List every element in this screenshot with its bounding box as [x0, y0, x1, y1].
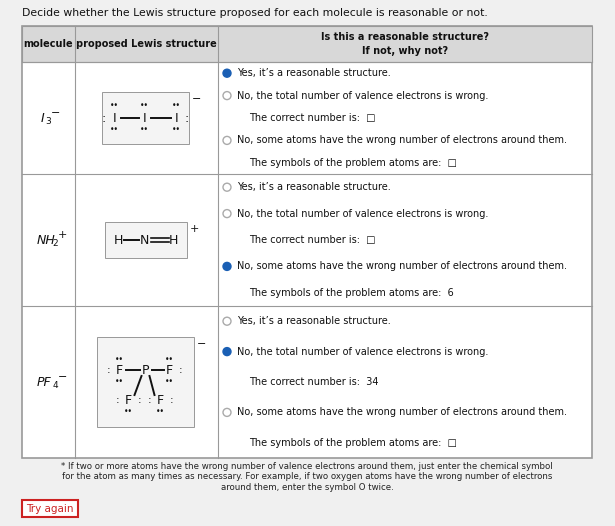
Text: −: −: [197, 339, 206, 349]
Text: :: :: [179, 365, 182, 375]
Text: Yes, it’s a reasonable structure.: Yes, it’s a reasonable structure.: [237, 68, 391, 78]
Text: :: :: [184, 112, 189, 125]
Text: ••: ••: [110, 126, 119, 135]
Text: ••: ••: [165, 355, 174, 363]
Text: F: F: [157, 393, 164, 407]
Text: Yes, it’s a reasonable structure.: Yes, it’s a reasonable structure.: [237, 182, 391, 192]
Text: ••: ••: [165, 377, 174, 386]
Text: −: −: [191, 94, 201, 104]
Text: I: I: [41, 112, 44, 125]
Text: :: :: [106, 365, 110, 375]
Text: N: N: [140, 234, 149, 247]
Text: ••: ••: [156, 408, 165, 417]
Text: No, the total number of valence electrons is wrong.: No, the total number of valence electron…: [237, 90, 488, 100]
Text: * If two or more atoms have the wrong number of valence electrons around them, j: * If two or more atoms have the wrong nu…: [61, 462, 553, 492]
Bar: [101, 92, 189, 144]
Text: No, some atoms have the wrong number of electrons around them.: No, some atoms have the wrong number of …: [237, 408, 567, 418]
Text: F: F: [125, 393, 132, 407]
Text: ••: ••: [110, 102, 119, 110]
Text: No, the total number of valence electrons is wrong.: No, the total number of valence electron…: [237, 209, 488, 219]
Text: H: H: [114, 234, 123, 247]
Text: Decide whether the Lewis structure proposed for each molecule is reasonable or n: Decide whether the Lewis structure propo…: [22, 8, 488, 18]
Text: ••: ••: [124, 408, 133, 417]
Text: Is this a reasonable structure?
If not, why not?: Is this a reasonable structure? If not, …: [321, 33, 489, 56]
Text: +: +: [189, 224, 199, 234]
Circle shape: [223, 209, 231, 218]
Text: P: P: [141, 363, 149, 377]
Text: ••: ••: [172, 126, 181, 135]
Circle shape: [223, 183, 231, 191]
Text: F: F: [166, 363, 173, 377]
Text: :: :: [148, 395, 151, 405]
Text: :: :: [116, 395, 119, 405]
Circle shape: [223, 317, 231, 325]
Text: +: +: [57, 230, 67, 240]
Text: NH: NH: [36, 234, 55, 247]
Text: 3: 3: [46, 117, 51, 126]
Bar: [22, 26, 592, 458]
Text: Yes, it’s a reasonable structure.: Yes, it’s a reasonable structure.: [237, 316, 391, 326]
Circle shape: [223, 92, 231, 99]
Text: I: I: [143, 112, 146, 125]
Circle shape: [223, 136, 231, 145]
Text: I: I: [113, 112, 116, 125]
Text: ••: ••: [172, 102, 181, 110]
Text: F: F: [116, 363, 123, 377]
Text: ••: ••: [115, 355, 124, 363]
Bar: [97, 337, 194, 427]
Text: Try again: Try again: [26, 503, 74, 513]
Text: proposed Lewis structure: proposed Lewis structure: [76, 39, 217, 49]
Circle shape: [223, 69, 231, 77]
Text: H: H: [169, 234, 178, 247]
Text: PF: PF: [36, 376, 51, 389]
Text: The correct number is:  34: The correct number is: 34: [249, 377, 378, 387]
Text: No, some atoms have the wrong number of electrons around them.: No, some atoms have the wrong number of …: [237, 135, 567, 145]
Text: ••: ••: [140, 102, 149, 110]
Text: −: −: [50, 108, 60, 118]
Text: The correct number is:  □: The correct number is: □: [249, 235, 376, 245]
Text: The correct number is:  □: The correct number is: □: [249, 113, 376, 123]
Bar: [22, 26, 592, 62]
Bar: [22, 500, 78, 517]
Text: :: :: [101, 112, 106, 125]
Text: No, the total number of valence electrons is wrong.: No, the total number of valence electron…: [237, 347, 488, 357]
Circle shape: [223, 262, 231, 270]
Text: −: −: [57, 372, 67, 382]
Text: ••: ••: [115, 377, 124, 386]
Text: molecule: molecule: [24, 39, 73, 49]
Text: The symbols of the problem atoms are:  □: The symbols of the problem atoms are: □: [249, 438, 457, 448]
Text: :: :: [170, 395, 173, 405]
Text: The symbols of the problem atoms are:  6: The symbols of the problem atoms are: 6: [249, 288, 454, 298]
Text: :: :: [138, 395, 141, 405]
Text: 4: 4: [52, 381, 58, 390]
Bar: [105, 222, 186, 258]
Text: ••: ••: [140, 126, 149, 135]
Text: The symbols of the problem atoms are:  □: The symbols of the problem atoms are: □: [249, 158, 457, 168]
Text: No, some atoms have the wrong number of electrons around them.: No, some atoms have the wrong number of …: [237, 261, 567, 271]
Text: I: I: [175, 112, 178, 125]
Circle shape: [223, 348, 231, 356]
Text: 2: 2: [52, 239, 58, 248]
Circle shape: [223, 408, 231, 417]
